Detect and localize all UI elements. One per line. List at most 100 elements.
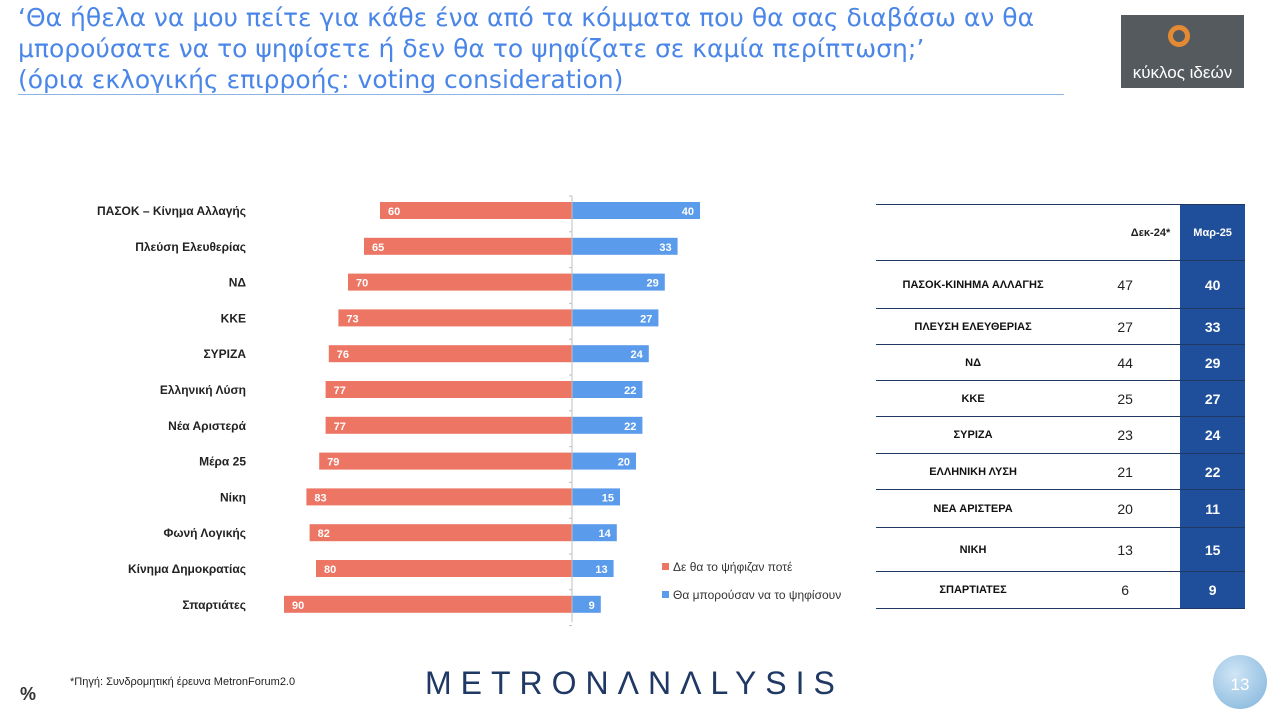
legend-swatch-never	[662, 563, 669, 571]
bar-could	[572, 524, 617, 542]
table-row: ΝΕΑ ΑΡΙΣΤΕΡΑ 20 11	[876, 489, 1245, 528]
category-label: ΝΔ	[229, 276, 247, 290]
table-dec-value: 25	[1117, 390, 1133, 407]
legend-item-could: Θα μπορούσαν να το ψηφίσουν	[662, 588, 841, 616]
table-mar-value: 27	[1180, 380, 1245, 417]
table-party: ΝΔ	[965, 356, 981, 369]
value-label-could: 24	[631, 349, 644, 361]
value-label-could: 9	[589, 600, 595, 612]
legend-swatch-could	[662, 591, 669, 599]
value-label-never: 80	[324, 564, 336, 576]
legend-label-could: Θα μπορούσαν να το ψηφίσουν	[673, 588, 842, 602]
title-underline	[18, 94, 1064, 95]
diverging-bar-chart: ΠΑΣΟΚ – Κίνημα Αλλαγής 60 40 Πλεύση Ελευθερ…	[97, 195, 700, 627]
value-label-could: 27	[640, 313, 652, 325]
table-mar-value: 15	[1180, 527, 1245, 572]
table-party: ΚΚΕ	[961, 392, 985, 405]
table-dec-value: 23	[1117, 427, 1133, 443]
table-row: ΝΔ 44 29	[876, 344, 1245, 381]
value-label-never: 76	[337, 349, 349, 361]
category-label: ΚΚΕ	[221, 311, 246, 325]
value-label-could: 15	[602, 492, 614, 504]
bar-never	[309, 524, 572, 542]
category-label: Πλεύση Ελευθερίας	[135, 240, 246, 254]
table-dec-value: 47	[1117, 276, 1133, 293]
table-party: ΠΛΕΥΣΗ ΕΛΕΥΘΕΡΙΑΣ	[914, 320, 1032, 333]
table-header-party	[876, 205, 1070, 261]
table-mar-value: 24	[1180, 416, 1245, 454]
category-label: Νίκη	[220, 490, 246, 504]
logo-text: κύκλος ιδεών	[1132, 63, 1233, 82]
table-row: ΣΠΑΡΤΙΑΤΕΣ 6 9	[876, 571, 1245, 609]
table-party: ΣΥΡΙΖΑ	[953, 429, 993, 441]
bar-could	[572, 309, 659, 327]
legend-label-never: Δε θα το ψήφιζαν ποτέ	[673, 560, 793, 574]
value-label-never: 77	[334, 421, 346, 433]
bar-never	[325, 416, 572, 434]
bar-could	[572, 416, 643, 434]
percent-sign: %	[20, 684, 37, 704]
table-header-row: Δεκ-24* Μαρ-25	[876, 204, 1245, 261]
bar-never	[306, 488, 572, 506]
value-label-never: 65	[372, 242, 384, 254]
chart-legend: Δε θα το ψήφιζαν ποτέ Θα μπορούσαν να το…	[662, 560, 841, 616]
category-label: ΠΑΣΟΚ – Κίνημα Αλλαγής	[97, 204, 246, 218]
category-label: Νέα Αριστερά	[168, 419, 246, 433]
table-header-mar: Μαρ-25	[1180, 204, 1245, 261]
comparison-table: Δεκ-24* Μαρ-25 ΠΑΣΟΚ-ΚΙΝΗΜΑ ΑΛΛΑΓΗΣ 47 40 …	[876, 204, 1245, 609]
value-label-never: 60	[388, 206, 400, 218]
category-label: Σπαρτιάτες	[182, 598, 246, 612]
value-label-never: 90	[292, 600, 304, 612]
slide-title: ‘Θα ήθελα να μου πείτε για κάθε ένα από …	[18, 2, 1098, 95]
table-dec-value: 21	[1117, 463, 1133, 480]
title-line-3: (όρια εκλογικής επιρροής: voting conside…	[18, 65, 624, 94]
bar-could	[572, 488, 620, 506]
table-row: ΚΚΕ 25 27	[876, 380, 1245, 417]
table-mar-value: 33	[1180, 308, 1245, 345]
bar-never	[325, 381, 572, 398]
table-row: ΠΑΣΟΚ-ΚΙΝΗΜΑ ΑΛΛΑΓΗΣ 47 40	[876, 260, 1245, 309]
value-label-could: 33	[659, 242, 671, 254]
table-dec-value: 44	[1117, 354, 1133, 371]
bar-never	[380, 202, 572, 219]
table-party: ΣΠΑΡΤΙΑΤΕΣ	[939, 584, 1007, 596]
table-row: ΝΙΚΗ 13 15	[876, 527, 1245, 572]
table-mar-value: 40	[1180, 260, 1245, 309]
bar-never	[319, 452, 572, 470]
table-dec-value: 13	[1117, 541, 1133, 558]
table-row: ΣΥΡΙΖΑ 23 24	[876, 416, 1245, 454]
table-header-dec: Δεκ-24*	[1130, 226, 1171, 239]
category-label: ΣΥΡΙΖΑ	[203, 347, 246, 361]
bar-could	[572, 452, 636, 470]
value-label-could: 20	[618, 457, 630, 469]
category-label: Μέρα 25	[199, 455, 246, 469]
table-party: ΕΛΛΗΝΙΚΗ ΛΥΣΗ	[929, 465, 1017, 478]
bar-could	[572, 381, 643, 398]
source-note: *Πηγή: Συνδρομητική έρευνα MetronForum2.…	[70, 676, 296, 688]
bar-could	[572, 560, 614, 577]
value-label-never: 83	[314, 492, 326, 504]
table-dec-value: 20	[1117, 500, 1133, 517]
value-label-never: 77	[334, 385, 346, 397]
bar-could	[572, 273, 665, 291]
logo-ring-icon	[1168, 25, 1190, 47]
value-label-never: 70	[356, 278, 368, 290]
value-label-could: 22	[624, 421, 636, 433]
bar-never	[348, 273, 572, 291]
kyklos-ideon-logo: κύκλος ιδεών	[1121, 15, 1244, 88]
value-label-could: 22	[624, 385, 636, 397]
table-dec-value: 6	[1121, 582, 1130, 598]
table-row: ΠΛΕΥΣΗ ΕΛΕΥΘΕΡΙΑΣ 27 33	[876, 308, 1245, 345]
table-party: ΠΑΣΟΚ-ΚΙΝΗΜΑ ΑΛΛΑΓΗΣ	[902, 278, 1044, 291]
category-label: Κίνημα Δημοκρατίας	[128, 562, 246, 576]
value-label-could: 13	[595, 564, 607, 576]
bar-never	[284, 595, 572, 613]
table-mar-value: 11	[1180, 489, 1245, 528]
value-label-could: 29	[647, 278, 659, 290]
legend-item-never: Δε θα το ψήφιζαν ποτέ	[662, 560, 841, 588]
value-label-could: 40	[682, 206, 694, 218]
bar-never	[328, 345, 572, 363]
title-line-1: ‘Θα ήθελα να μου πείτε για κάθε ένα από …	[18, 3, 1035, 32]
bar-could	[572, 345, 649, 363]
table-mar-value: 22	[1180, 453, 1245, 490]
